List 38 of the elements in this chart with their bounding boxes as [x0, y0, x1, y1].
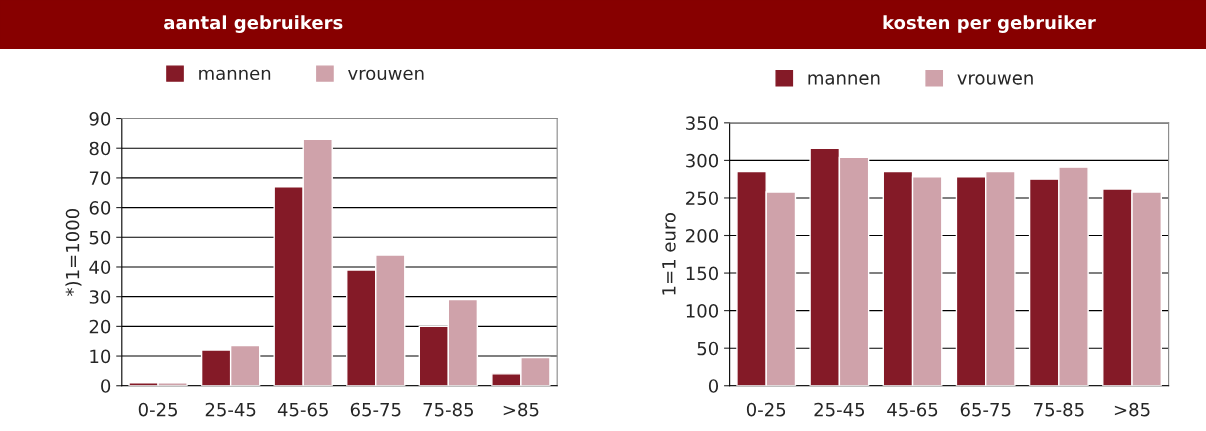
y-tick-label: 100	[686, 304, 719, 318]
legend-label: mannen	[808, 74, 880, 85]
y-tick-label: 80	[89, 141, 111, 156]
x-tick-label: 65-75	[960, 402, 1011, 417]
y-tick-label: 90	[89, 111, 111, 126]
x-tick-label: 25-45	[205, 402, 256, 417]
y-tick-label: 150	[686, 266, 719, 281]
y-tick-label: 30	[89, 290, 111, 304]
legend-label: mannen	[199, 69, 271, 81]
y-tick-label: 200	[686, 228, 719, 243]
legend-label: vrouwen	[348, 69, 424, 81]
x-tick-label: >85	[1114, 402, 1150, 417]
x-tick-label: >85	[503, 402, 539, 417]
y-tick-label: 50	[697, 341, 719, 356]
y-tick-label: 300	[686, 153, 719, 168]
y-tick-label: 70	[89, 171, 111, 186]
y-axis-title: *)1=1000	[65, 209, 82, 296]
y-tick-label: 0	[101, 379, 111, 393]
x-tick-label: 25-45	[814, 402, 865, 417]
x-tick-label: 75-85	[423, 402, 473, 417]
y-tick-label: 350	[686, 116, 719, 130]
x-tick-label: 65-75	[350, 402, 401, 417]
y-tick-label: 250	[686, 191, 719, 206]
y-tick-label: 0	[708, 379, 719, 393]
x-tick-label: 45-65	[887, 402, 938, 417]
y-tick-label: 20	[89, 319, 111, 334]
y-tick-label: 10	[90, 349, 111, 364]
y-axis-title: 1=1 euro	[662, 213, 676, 295]
chart-title: kosten per gebruiker	[883, 15, 1096, 33]
x-tick-label: 0-25	[138, 402, 177, 417]
chart-title: aantal gebruikers	[164, 15, 343, 33]
x-tick-label: 75-85	[1034, 402, 1084, 417]
x-tick-label: 45-65	[277, 402, 328, 417]
legend-label: vrouwen	[957, 74, 1033, 85]
y-tick-label: 50	[89, 230, 111, 245]
y-tick-label: 40	[89, 260, 111, 275]
x-tick-label: 0-25	[746, 402, 786, 417]
y-tick-label: 60	[89, 201, 111, 215]
